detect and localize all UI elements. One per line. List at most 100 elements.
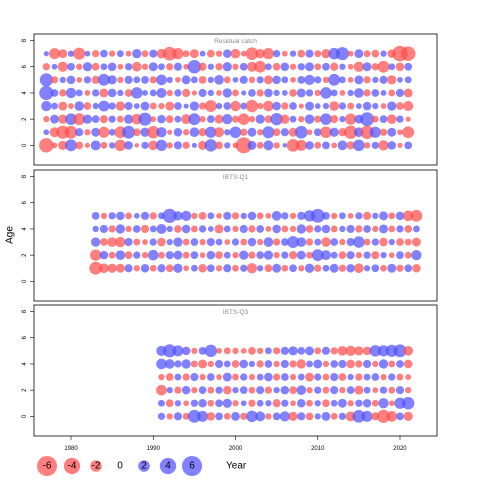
residual-bubble [174, 400, 182, 407]
residual-bubble [387, 101, 397, 111]
residual-bubble [66, 75, 76, 85]
residual-bubble [379, 224, 389, 234]
residual-bubble [215, 238, 223, 246]
residual-bubble [199, 373, 206, 381]
residual-bubble [376, 409, 391, 423]
residual-bubble [189, 127, 200, 138]
residual-bubble [256, 373, 264, 381]
residual-bubble [413, 225, 420, 233]
residual-bubble [403, 346, 414, 356]
y-tick-label: 8 [22, 309, 28, 313]
residual-bubble [289, 50, 297, 57]
residual-bubble [297, 49, 306, 58]
residual-bubble [378, 359, 389, 369]
residual-bubble [380, 90, 387, 96]
residual-bubble [107, 88, 117, 98]
residual-bubble [379, 211, 389, 221]
y-tick-label: 8 [22, 38, 28, 42]
residual-bubble [330, 62, 339, 71]
residual-bubble [372, 76, 379, 84]
residual-bubble [92, 50, 100, 58]
residual-bubble [215, 265, 223, 272]
residual-bubble [363, 89, 371, 97]
residual-bubble [405, 116, 411, 122]
residual-bubble [339, 115, 346, 123]
residual-bubble [224, 142, 231, 149]
residual-bubble [65, 139, 77, 152]
residual-bubble [232, 89, 239, 97]
residual-bubble [58, 49, 68, 59]
residual-bubble [272, 373, 281, 381]
residual-bubble [289, 115, 297, 123]
residual-bubble [97, 73, 110, 86]
residual-bubble [190, 251, 199, 260]
residual-bubble [198, 88, 207, 98]
residual-bubble [330, 89, 338, 97]
residual-bubble [158, 399, 165, 407]
residual-bubble [369, 126, 381, 138]
residual-bubble [232, 76, 239, 83]
residual-bubble [306, 360, 313, 368]
residual-bubble [107, 237, 117, 247]
residual-bubble [338, 359, 347, 369]
residual-bubble [339, 238, 346, 246]
residual-bubble [74, 101, 85, 111]
y-tick-label: 6 [22, 335, 28, 339]
residual-bubble [337, 140, 348, 151]
residual-bubble [108, 212, 116, 220]
residual-bubble [190, 225, 198, 233]
residual-bubble [347, 76, 354, 83]
residual-bubble [346, 386, 355, 395]
residual-bubble [330, 360, 339, 368]
residual-bubble [386, 411, 398, 422]
residual-bubble [166, 63, 174, 71]
residual-bubble [43, 129, 50, 136]
residual-bubble [305, 372, 314, 382]
residual-bubble [371, 238, 379, 246]
x-tick-label: 1990 [147, 446, 161, 452]
residual-bubble [355, 373, 363, 381]
residual-bubble [314, 50, 322, 58]
residual-bubble [223, 264, 232, 273]
residual-bubble [271, 211, 282, 221]
residual-bubble [360, 125, 374, 139]
residual-bubble [84, 90, 91, 96]
residual-bubble [256, 251, 265, 260]
residual-bubble [206, 115, 215, 124]
residual-bubble [265, 212, 272, 219]
residual-bubble [157, 237, 166, 247]
residual-bubble [387, 127, 397, 137]
residual-bubble [124, 264, 133, 273]
residual-bubble [183, 103, 189, 109]
residual-bubble [347, 50, 354, 57]
residual-bubble [289, 89, 297, 97]
residual-bubble [191, 212, 198, 220]
residual-bubble [402, 397, 415, 410]
residual-bubble [198, 211, 207, 220]
residual-bubble [363, 225, 371, 233]
residual-bubble [108, 225, 116, 233]
residual-bubble [363, 359, 372, 369]
residual-bubble [124, 89, 133, 97]
x-tick-label: 2000 [229, 446, 243, 452]
residual-bubble [164, 359, 175, 369]
residual-bubble [297, 346, 306, 355]
residual-bubble [396, 264, 404, 272]
residual-bubble [322, 360, 330, 368]
residual-bubble [157, 114, 166, 124]
residual-bubble [149, 89, 157, 97]
residual-bubble [108, 50, 116, 57]
residual-bubble [405, 374, 412, 380]
residual-bubble [51, 102, 58, 110]
residual-bubble [199, 115, 206, 123]
residual-bubble [245, 99, 259, 113]
residual-bubble [314, 347, 322, 355]
residual-bubble [330, 347, 338, 355]
residual-bubble [68, 103, 74, 109]
residual-bubble [50, 89, 59, 97]
residual-bubble [396, 102, 404, 110]
residual-bubble [166, 142, 173, 149]
residual-bubble [124, 237, 133, 247]
residual-bubble [347, 400, 354, 407]
residual-bubble [371, 49, 380, 58]
